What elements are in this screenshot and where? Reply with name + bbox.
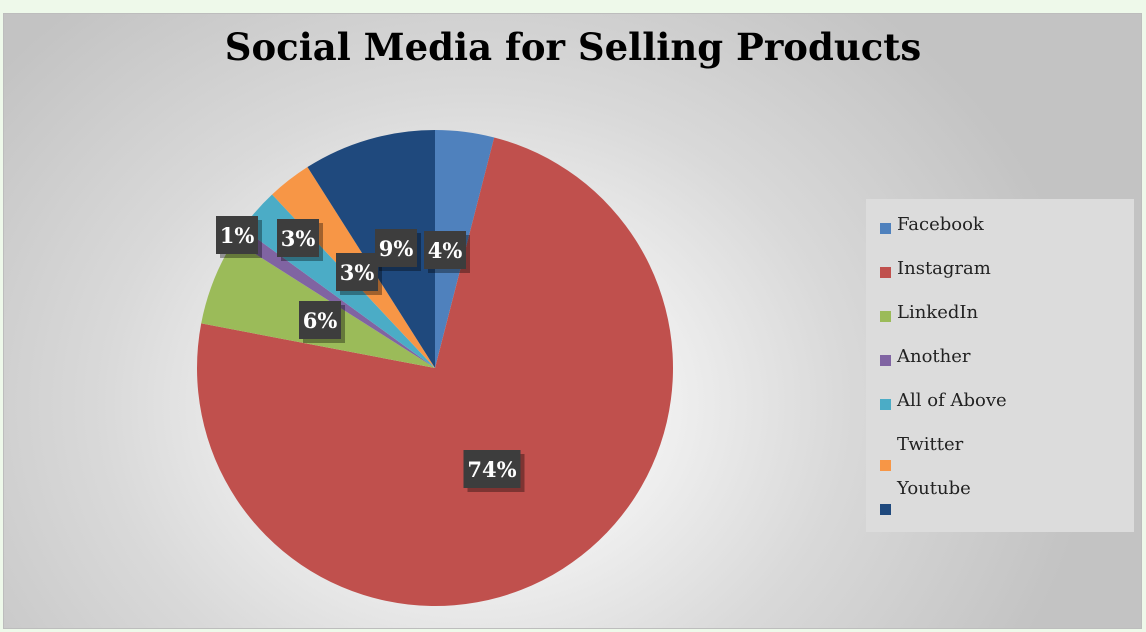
svg-text:1%: 1%	[220, 223, 255, 248]
svg-text:74%: 74%	[467, 457, 516, 482]
legend: Facebook Instagram LinkedIn Another All of A…	[866, 199, 1134, 532]
data-labels: 4%74%6%1% 3%3%9%	[216, 216, 525, 492]
legend-swatch	[880, 460, 891, 471]
legend-swatch	[880, 355, 891, 366]
pie-slice-youtube	[307, 130, 435, 368]
svg-text:4%: 4%	[428, 238, 463, 263]
chart-title: Social Media for Selling Products	[224, 25, 922, 69]
legend-swatch	[880, 267, 891, 278]
svg-text:6%: 6%	[303, 308, 338, 333]
legend-label: Another	[897, 346, 971, 367]
legend-label: LinkedIn	[897, 302, 979, 323]
data-label-instagram: 74%	[463, 450, 525, 492]
legend-label: Youtube	[897, 478, 971, 499]
legend-label: Instagram	[897, 258, 991, 279]
pie-slices	[197, 130, 674, 606]
legend-label: Twitter	[897, 434, 964, 455]
svg-text:3%: 3%	[340, 260, 375, 285]
legend-swatch	[880, 223, 891, 234]
legend-label: All of Above	[897, 390, 1007, 411]
pie-slice-instagram	[197, 137, 674, 606]
data-label-another: 1%	[216, 216, 262, 258]
data-label-all-of-above: 3%	[277, 219, 323, 261]
svg-text:3%: 3%	[281, 226, 316, 251]
legend-swatch	[880, 504, 891, 515]
legend-label: Facebook	[897, 214, 984, 235]
pie-slice-another	[234, 228, 435, 368]
data-label-linkedin: 6%	[299, 301, 345, 343]
svg-text:9%: 9%	[379, 236, 414, 261]
data-label-facebook: 4%	[424, 231, 470, 273]
data-label-youtube: 9%	[375, 229, 421, 271]
legend-swatch	[880, 399, 891, 410]
legend-swatch	[880, 311, 891, 322]
